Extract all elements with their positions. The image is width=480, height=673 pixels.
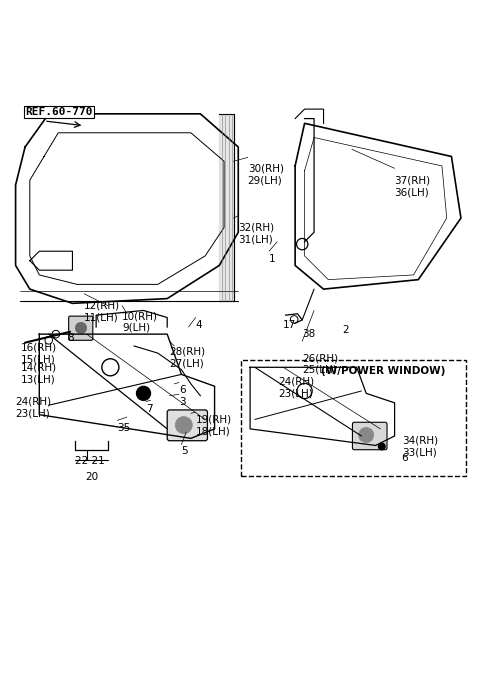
Bar [240, 360, 466, 476]
FancyBboxPatch shape [69, 316, 93, 341]
Circle shape [175, 417, 192, 433]
Circle shape [379, 443, 385, 450]
Text: 5: 5 [181, 446, 188, 456]
Text: 17: 17 [283, 320, 297, 330]
Text: 24(RH)
23(LH): 24(RH) 23(LH) [16, 396, 52, 418]
Text: 10(RH)
9(LH): 10(RH) 9(LH) [122, 312, 158, 333]
Text: 6: 6 [402, 452, 408, 462]
Text: 3: 3 [179, 396, 186, 406]
Text: 38: 38 [302, 329, 315, 339]
Text: (W/POWER WINDOW): (W/POWER WINDOW) [321, 366, 445, 376]
Text: 4: 4 [196, 320, 202, 330]
Text: 6: 6 [179, 385, 186, 395]
FancyBboxPatch shape [352, 422, 387, 450]
FancyBboxPatch shape [167, 410, 207, 441]
Text: 37(RH)
36(LH): 37(RH) 36(LH) [395, 176, 431, 197]
Text: 8: 8 [68, 332, 74, 343]
Text: 24(RH)
23(LH): 24(RH) 23(LH) [278, 377, 315, 398]
Text: 22 21: 22 21 [75, 456, 105, 466]
Circle shape [75, 322, 87, 334]
Text: 2: 2 [343, 324, 349, 334]
Text: 1: 1 [269, 254, 276, 264]
Polygon shape [219, 114, 234, 301]
Text: 34(RH)
33(LH): 34(RH) 33(LH) [402, 436, 438, 458]
Text: 14(RH)
13(LH): 14(RH) 13(LH) [20, 363, 57, 384]
Text: 35: 35 [118, 423, 131, 433]
Text: 7: 7 [146, 404, 153, 414]
Text: 32(RH)
31(LH): 32(RH) 31(LH) [238, 223, 275, 244]
Text: 30(RH)
29(LH): 30(RH) 29(LH) [248, 164, 284, 185]
Text: 16(RH)
15(LH): 16(RH) 15(LH) [20, 343, 57, 364]
Circle shape [136, 386, 151, 400]
Circle shape [359, 427, 374, 443]
Text: 19(RH)
18(LH): 19(RH) 18(LH) [196, 415, 232, 436]
Text: 20: 20 [85, 472, 98, 481]
Text: 26(RH)
25(LH): 26(RH) 25(LH) [302, 353, 338, 375]
Text: 12(RH)
11(LH): 12(RH) 11(LH) [84, 301, 120, 322]
Text: REF.60-770: REF.60-770 [25, 107, 93, 117]
Text: 28(RH)
27(LH): 28(RH) 27(LH) [169, 347, 206, 369]
